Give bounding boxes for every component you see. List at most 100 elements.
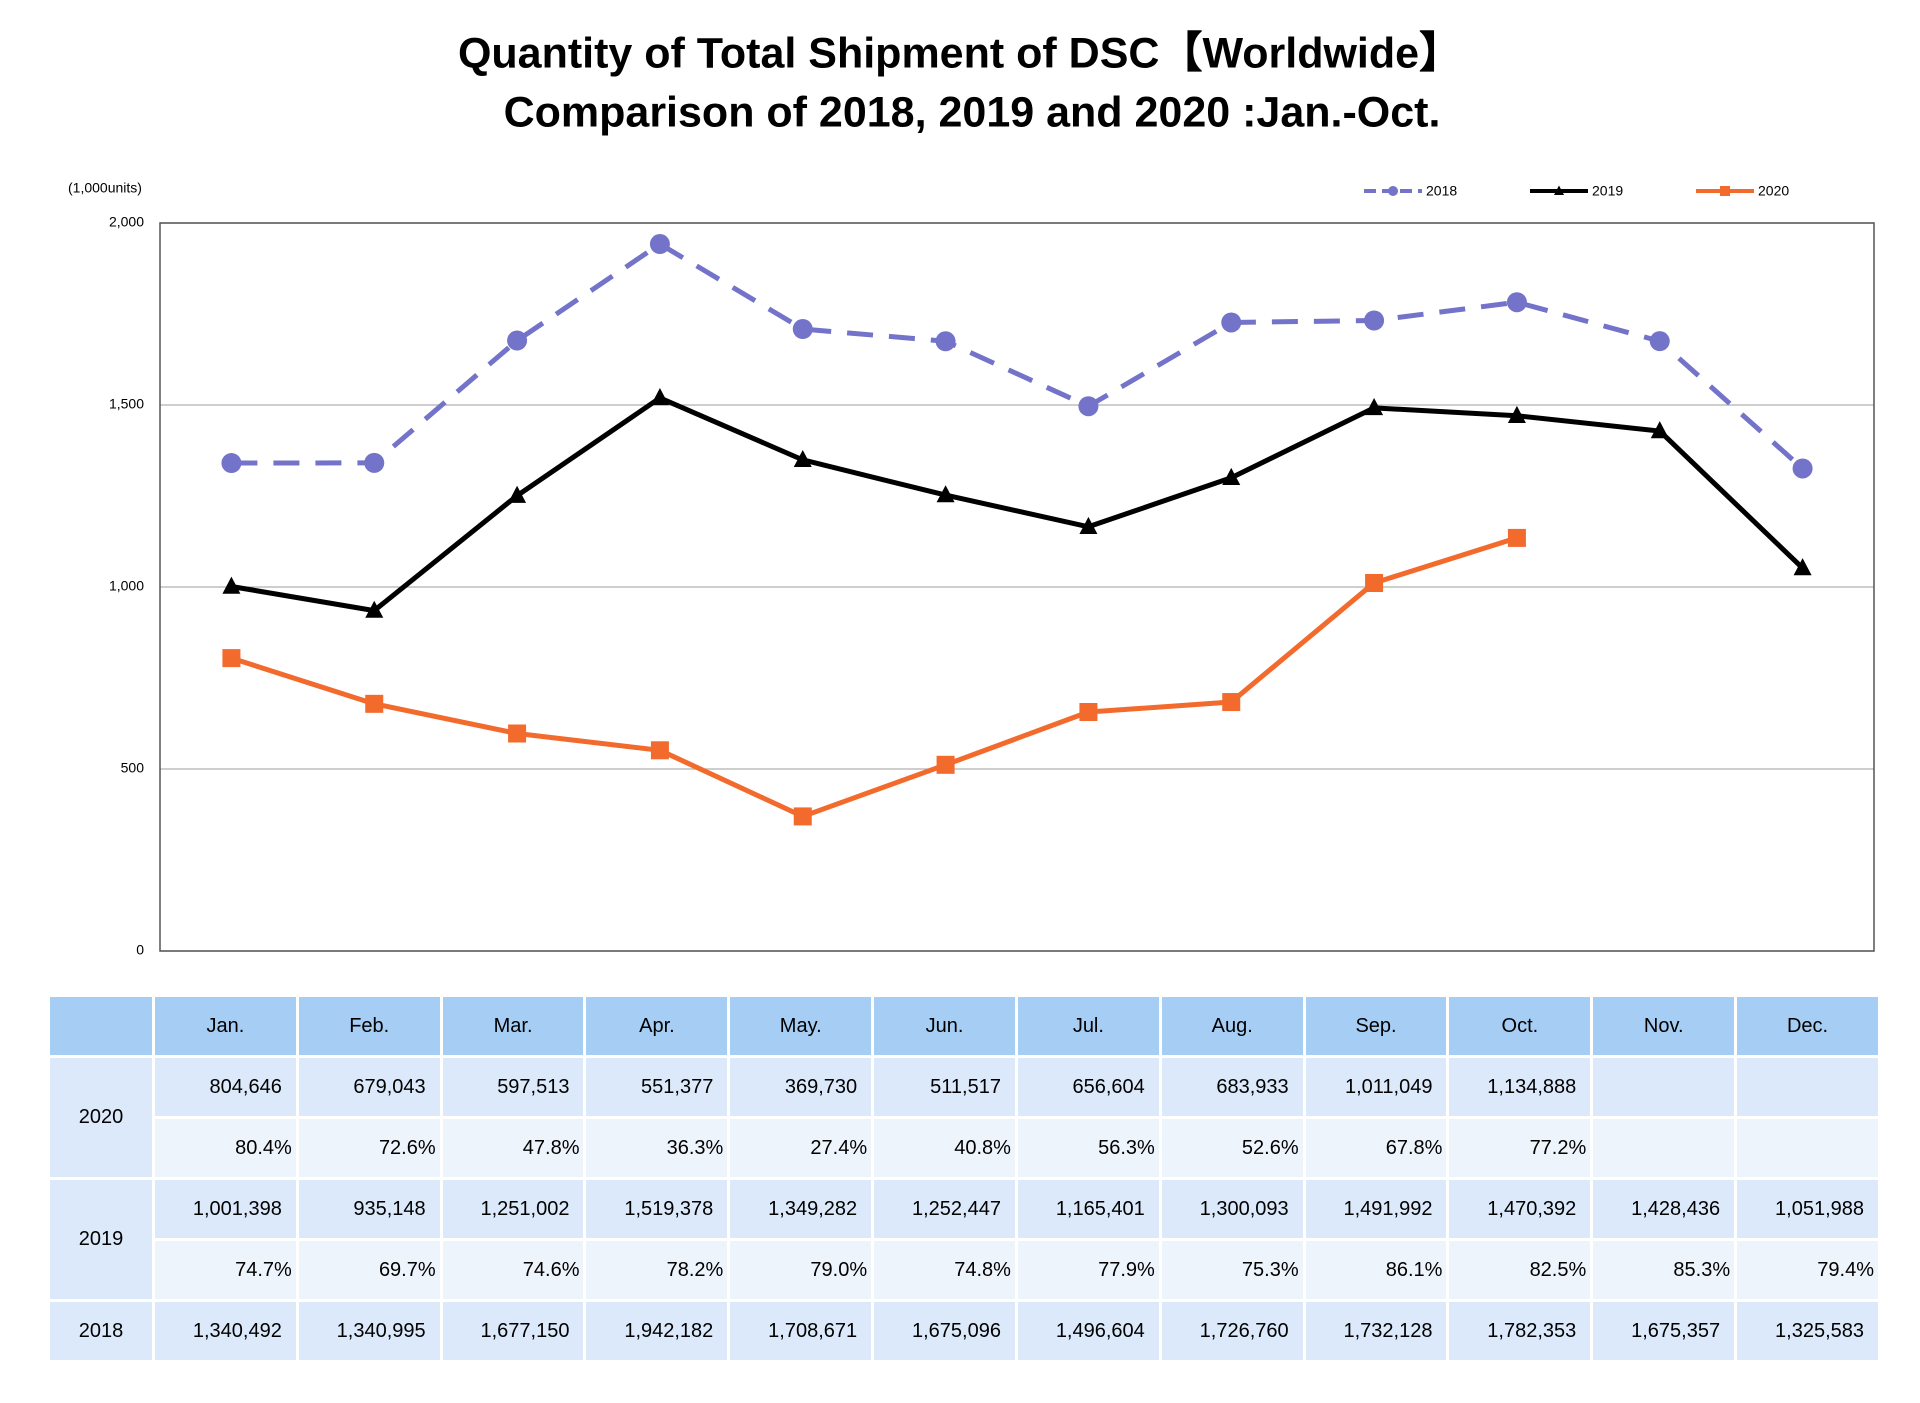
marker — [1222, 467, 1241, 485]
table-cell: 1,677,150 — [442, 1302, 584, 1360]
table-cell: 74.8% — [874, 1241, 1015, 1299]
marker — [1506, 292, 1527, 313]
table-cell: Sep. — [1305, 997, 1447, 1055]
y-tick-label: 0 — [136, 942, 144, 958]
table-cell: 36.3% — [586, 1119, 728, 1177]
marker — [1364, 310, 1385, 331]
table-cell: Apr. — [586, 997, 728, 1055]
table-cell: Jun. — [874, 997, 1015, 1055]
table-cell: 2018 — [50, 1302, 152, 1360]
marker — [1365, 573, 1384, 592]
empty-cell — [1593, 1058, 1735, 1116]
table-cell: Feb. — [298, 997, 440, 1055]
table-cell: 511,517 — [874, 1058, 1015, 1116]
data-table: Jan. Feb. Mar. Apr. May. Jun. Jul. Aug. Sep. Oct.… — [47, 994, 1881, 1363]
table-cell: 1,942,182 — [586, 1302, 728, 1360]
marker — [1649, 331, 1670, 352]
table-cell: 69.7% — [298, 1241, 440, 1299]
table-cell: 82.5% — [1449, 1241, 1591, 1299]
table-cell: 1,726,760 — [1161, 1302, 1303, 1360]
table-cell: 78.2% — [586, 1241, 728, 1299]
table-cell: 79.4% — [1737, 1241, 1878, 1299]
table-cell: 1,340,995 — [298, 1302, 440, 1360]
table-cell: 1,300,093 — [1161, 1180, 1303, 1238]
table-cell: 56.3% — [1017, 1119, 1159, 1177]
marker — [508, 485, 527, 503]
marker — [936, 485, 955, 503]
legend-label: 2020 — [1758, 183, 1789, 199]
table-row: Jan. Feb. Mar. Apr. May. Jun. Jul. Aug. Sep. Oct.… — [50, 997, 1878, 1055]
marker — [1222, 693, 1241, 712]
table-cell: 1,675,357 — [1593, 1302, 1735, 1360]
y-tick-label: 1,500 — [109, 396, 144, 412]
table-cell: 1,470,392 — [1449, 1180, 1591, 1238]
table-cell: 74.7% — [155, 1241, 296, 1299]
table-cell: Oct. — [1449, 997, 1591, 1055]
table-cell: 85.3% — [1593, 1241, 1735, 1299]
table-cell: 67.8% — [1305, 1119, 1447, 1177]
table-cell: 679,043 — [298, 1058, 440, 1116]
marker — [364, 452, 385, 473]
table-cell: Jan. — [155, 997, 296, 1055]
table-cell: 683,933 — [1161, 1058, 1303, 1116]
empty-cell — [1737, 1058, 1878, 1116]
marker — [649, 234, 670, 255]
table-cell: 1,491,992 — [1305, 1180, 1447, 1238]
table-cell: 1,134,888 — [1449, 1058, 1591, 1116]
table-cell: Aug. — [1161, 997, 1303, 1055]
marker — [1650, 421, 1669, 439]
y-tick-label: 500 — [121, 760, 145, 776]
chart-title: Quantity of Total Shipment of DSC【Worldw… — [458, 29, 1462, 77]
marker — [1507, 405, 1526, 423]
marker — [1079, 516, 1098, 534]
table-row: 2018 1,340,492 1,340,995 1,677,150 1,942,182… — [50, 1302, 1878, 1360]
marker — [1507, 528, 1526, 547]
table-cell: 86.1% — [1305, 1241, 1447, 1299]
table-cell: 2020 — [50, 1058, 152, 1177]
marker — [1792, 458, 1813, 479]
marker — [1388, 186, 1398, 196]
table-cell: 1,428,436 — [1593, 1180, 1735, 1238]
marker — [935, 331, 956, 352]
table-cell: 1,165,401 — [1017, 1180, 1159, 1238]
series-line — [230, 535, 1518, 819]
table-cell: 1,325,583 — [1737, 1302, 1878, 1360]
plot-frame — [159, 222, 1875, 952]
marker — [936, 755, 955, 774]
table-cell: Jul. — [1017, 997, 1159, 1055]
marker — [1554, 185, 1564, 195]
marker — [1221, 312, 1242, 333]
table-cell: 597,513 — [442, 1058, 584, 1116]
table-cell: Dec. — [1737, 997, 1878, 1055]
marker — [365, 694, 384, 713]
table-cell: 47.8% — [442, 1119, 584, 1177]
marker — [222, 649, 241, 668]
table-cell: 1,251,002 — [442, 1180, 584, 1238]
marker — [507, 330, 528, 351]
chart: Quantity of Total Shipment of DSC【Worldw… — [68, 29, 1875, 958]
table-cell: 656,604 — [1017, 1058, 1159, 1116]
marker — [508, 724, 527, 743]
table-cell: 77.2% — [1449, 1119, 1591, 1177]
table-cell: 1,011,049 — [1305, 1058, 1447, 1116]
marker — [1720, 186, 1730, 196]
table-cell: 77.9% — [1017, 1241, 1159, 1299]
table-cell: May. — [730, 997, 872, 1055]
marker — [793, 449, 812, 468]
table-cell: 1,349,282 — [730, 1180, 872, 1238]
table-cell: 1,496,604 — [1017, 1302, 1159, 1360]
y-axis-label: (1,000units) — [68, 180, 142, 196]
series-line — [231, 395, 1805, 614]
marker — [222, 576, 241, 594]
marker — [792, 319, 813, 340]
marker — [650, 388, 669, 406]
marker — [650, 741, 669, 760]
y-tick-label: 2,000 — [109, 214, 144, 230]
table-cell: 369,730 — [730, 1058, 872, 1116]
table-cell: 1,519,378 — [586, 1180, 728, 1238]
table-cell: 1,001,398 — [155, 1180, 296, 1238]
marker — [793, 807, 812, 826]
marker — [1365, 398, 1384, 416]
table-cell: 1,340,492 — [155, 1302, 296, 1360]
